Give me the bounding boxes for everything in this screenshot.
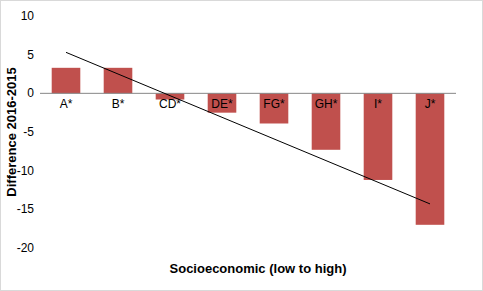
bar <box>364 93 393 180</box>
y-axis-title: Difference 2016-2015 <box>4 67 19 196</box>
bar <box>312 93 341 149</box>
x-tick-label: A* <box>60 97 73 111</box>
bar <box>208 93 237 112</box>
bar <box>104 68 133 94</box>
x-axis <box>40 93 456 94</box>
trendline <box>66 52 430 204</box>
x-tick-label: GH* <box>315 97 338 111</box>
y-tick-label: -20 <box>17 241 35 255</box>
y-tick-label: 5 <box>27 48 34 62</box>
chart-border <box>1 1 483 291</box>
plot-area <box>52 68 445 225</box>
x-tick-label: CD* <box>159 97 181 111</box>
x-tick-label: FG* <box>263 97 285 111</box>
y-tick-label: 0 <box>27 86 34 100</box>
y-tick-label: -10 <box>17 164 35 178</box>
y-tick-label: -5 <box>23 125 34 139</box>
bar <box>52 68 81 94</box>
chart-svg: -20 -15 -10 -5 0 5 10 A* B* CD* DE* FG* GH* I* J* Socio… <box>0 0 483 291</box>
y-tick-label: -15 <box>17 202 35 216</box>
y-tick-label: 10 <box>21 9 35 23</box>
x-tick-label: DE* <box>211 97 233 111</box>
x-tick-label: I* <box>374 97 382 111</box>
x-tick-label: B* <box>112 97 125 111</box>
bar <box>416 93 445 224</box>
x-axis-title: Socioeconomic (low to high) <box>170 261 347 276</box>
bar <box>260 93 289 123</box>
chart-container: -20 -15 -10 -5 0 5 10 A* B* CD* DE* FG* GH* I* J* Socio… <box>0 0 483 291</box>
x-tick-label: J* <box>425 97 436 111</box>
